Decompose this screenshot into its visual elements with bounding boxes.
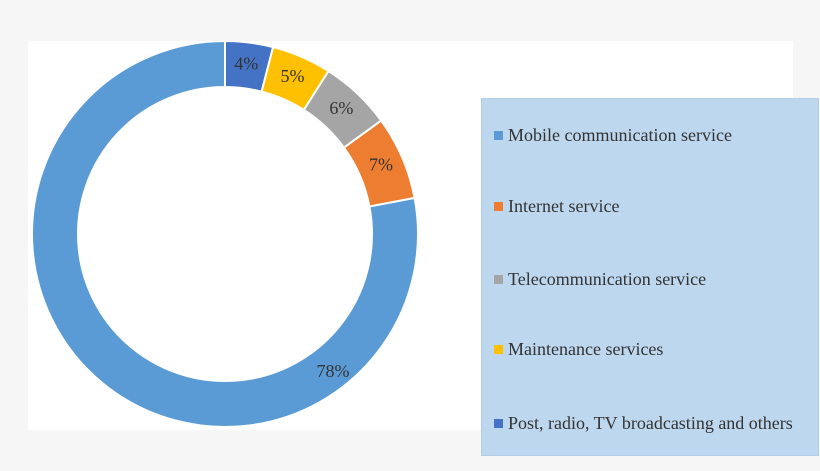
- legend-label-internet: Internet service: [508, 195, 620, 216]
- chart-card: 78% 7% 6% 5% 4% Mobile communication service…: [28, 41, 819, 456]
- legend-label-telecommunication: Telecommunication service: [508, 268, 707, 289]
- data-label-post-radio-tv: 4%: [234, 53, 258, 73]
- data-label-internet: 7%: [369, 155, 393, 175]
- legend-swatch-telecommunication: [494, 274, 503, 284]
- donut-chart: 78% 7% 6% 5% 4%: [31, 41, 419, 428]
- legend-label-maintenance: Maintenance services: [508, 338, 664, 359]
- legend-item-mobile: Mobile communication service: [494, 124, 732, 146]
- legend-item-post-radio-tv: Post, radio, TV broadcasting and others: [494, 412, 793, 434]
- data-label-mobile: 78%: [317, 361, 350, 381]
- legend-swatch-post-radio-tv: [494, 418, 503, 428]
- data-label-telecommunication: 6%: [329, 98, 353, 118]
- legend-item-internet: Internet service: [494, 195, 619, 217]
- chart-legend: Mobile communication service Internet se…: [481, 98, 819, 456]
- data-label-maintenance: 5%: [281, 66, 305, 86]
- legend-label-mobile: Mobile communication service: [508, 124, 732, 145]
- legend-swatch-maintenance: [494, 344, 503, 354]
- legend-item-telecommunication: Telecommunication service: [494, 268, 706, 290]
- legend-swatch-mobile: [494, 130, 503, 140]
- legend-swatch-internet: [494, 201, 503, 211]
- legend-label-post-radio-tv: Post, radio, TV broadcasting and others: [508, 412, 793, 433]
- legend-item-maintenance: Maintenance services: [494, 338, 663, 360]
- slice-post-radio-tv: [224, 41, 275, 93]
- slice-mobile: [31, 41, 419, 428]
